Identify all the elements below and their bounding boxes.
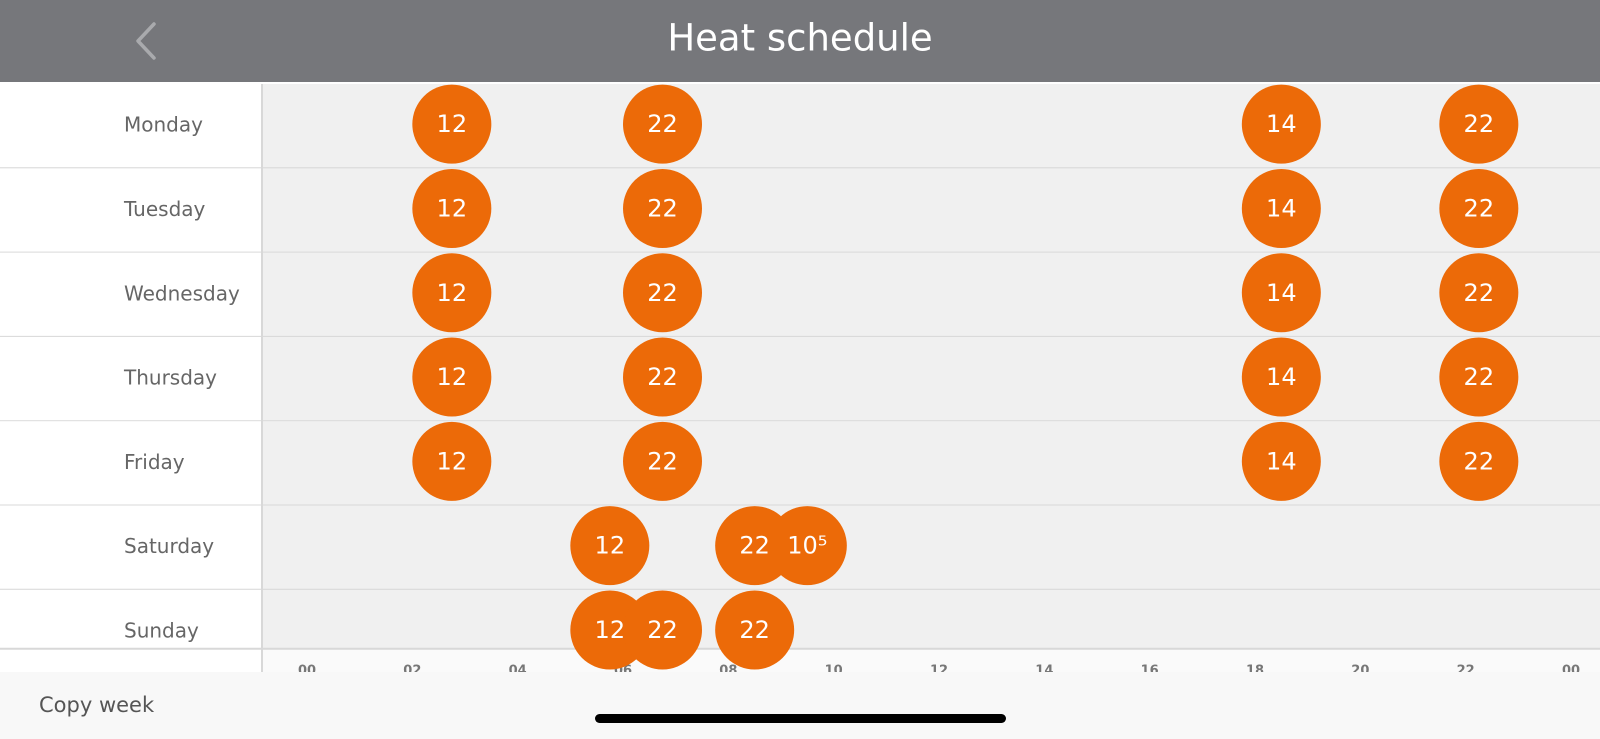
day-label-cell (0, 84, 262, 169)
day-label-cell (0, 252, 262, 337)
setpoint-temperature: 22 (739, 616, 770, 644)
setpoint-bubble[interactable] (1439, 421, 1519, 501)
day-label: Saturday (124, 534, 214, 558)
setpoint-bubble[interactable] (1439, 253, 1519, 333)
day-label-cell (0, 336, 262, 422)
day-label-cell (0, 168, 262, 253)
setpoint-temperature: 14 (1266, 110, 1297, 138)
setpoint-bubble[interactable] (623, 590, 702, 670)
day-label-cell (0, 421, 262, 506)
header-title: Heat schedule (667, 17, 932, 60)
day-label: Sunday (124, 618, 199, 642)
setpoint-bubble[interactable] (623, 168, 702, 248)
setpoint-bubble[interactable] (1241, 84, 1321, 164)
setpoint-temperature: 12 (437, 363, 468, 391)
day-label: Thursday (123, 366, 217, 390)
setpoint-temperature: 14 (1266, 363, 1297, 391)
day-label-cell (0, 505, 262, 590)
setpoint-temperature: 12 (437, 447, 468, 475)
setpoint-temperature: 12 (437, 110, 468, 138)
setpoint-bubble[interactable] (1439, 337, 1519, 417)
setpoint-bubble[interactable] (1439, 84, 1519, 164)
setpoint-bubble[interactable] (623, 337, 702, 417)
setpoint-temperature: 22 (647, 447, 678, 475)
setpoint-bubble[interactable] (715, 590, 795, 670)
setpoint-temperature: 22 (647, 194, 678, 222)
setpoint-temperature: 22 (647, 363, 678, 391)
footer-bar (0, 672, 1600, 739)
setpoint-bubble[interactable] (623, 253, 702, 333)
setpoint-bubble[interactable] (1439, 168, 1519, 248)
schedule-grid: Monday Tuesday Wednesday Thursday Friday Satu… (0, 84, 1600, 678)
setpoint-bubble[interactable] (767, 506, 847, 586)
setpoint-bubble[interactable] (412, 84, 492, 164)
setpoint-bubble[interactable] (570, 506, 650, 586)
setpoint-temperature: 22 (739, 532, 770, 560)
back-button[interactable] (136, 22, 156, 60)
header-bar (0, 0, 1600, 82)
setpoint-bubble[interactable] (412, 253, 492, 333)
setpoint-temperature: 22 (1464, 194, 1495, 222)
setpoint-temperature: 22 (647, 616, 678, 644)
day-track[interactable] (262, 589, 1600, 649)
copy-week-button[interactable]: Copy week (39, 693, 155, 717)
setpoint-bubble[interactable] (412, 421, 492, 501)
setpoint-temperature: 22 (1464, 279, 1495, 307)
setpoint-temperature: 14 (1266, 194, 1297, 222)
setpoint-temperature: 12 (437, 279, 468, 307)
day-label-cell (0, 589, 262, 649)
setpoint-temperature: 14 (1266, 279, 1297, 307)
day-label: Friday (124, 450, 185, 474)
setpoint-bubble[interactable] (1241, 168, 1321, 248)
setpoint-bubble[interactable] (1241, 337, 1321, 417)
day-label: Monday (124, 113, 203, 137)
setpoint-temperature: 12 (595, 616, 626, 644)
setpoint-bubble[interactable] (1241, 421, 1321, 501)
setpoint-temperature: 22 (647, 110, 678, 138)
setpoint-bubble[interactable] (1241, 253, 1321, 333)
setpoint-bubble[interactable] (623, 421, 702, 501)
home-indicator (595, 714, 1006, 723)
setpoint-temperature: 12 (595, 532, 626, 560)
day-track[interactable] (262, 505, 1600, 590)
setpoint-temperature: 22 (647, 279, 678, 307)
day-label: Wednesday (124, 281, 240, 305)
setpoint-temperature: 12 (437, 194, 468, 222)
setpoint-temperature: 22 (1464, 110, 1495, 138)
setpoint-bubble[interactable] (623, 84, 702, 164)
setpoint-bubble[interactable] (412, 168, 492, 248)
setpoint-temperature: 14 (1266, 447, 1297, 475)
day-label: Tuesday (123, 197, 206, 221)
setpoint-temperature: 22 (1464, 363, 1495, 391)
setpoint-temperature: 10⁵ (787, 532, 827, 560)
setpoint-temperature: 22 (1464, 447, 1495, 475)
setpoint-bubble[interactable] (412, 337, 492, 417)
